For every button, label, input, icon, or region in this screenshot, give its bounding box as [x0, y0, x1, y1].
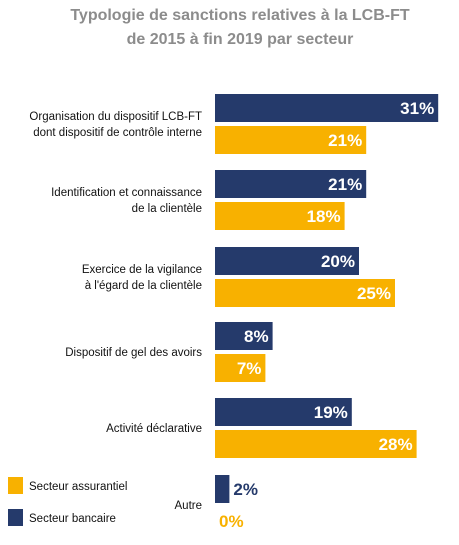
category-label: Autre: [175, 500, 203, 512]
bar: [215, 247, 359, 275]
bar: [215, 475, 230, 503]
data-label: 18%: [307, 207, 341, 226]
data-label: 8%: [244, 327, 269, 346]
data-label: 0%: [219, 512, 244, 531]
legend-swatch: [8, 477, 23, 494]
category-label: Dispositif de gel des avoirs: [65, 347, 202, 359]
category-label: Organisation du dispositif LCB-FT: [29, 111, 202, 123]
bar: [215, 170, 367, 198]
chart-title-line: Typologie de sanctions relatives à la LC…: [70, 7, 410, 24]
category-label: dont dispositif de contrôle interne: [33, 127, 202, 139]
bar: [215, 202, 345, 230]
category-label: à l'égard de la clientèle: [85, 280, 202, 292]
category-label: Identification et connaissance: [51, 187, 202, 199]
chart-title-line: de 2015 à fin 2019 par secteur: [127, 31, 354, 48]
data-label: 21%: [328, 175, 362, 194]
data-label: 31%: [400, 99, 434, 118]
data-label: 7%: [237, 359, 262, 378]
category-label: de la clientèle: [132, 203, 202, 215]
bars: [215, 94, 439, 503]
bar: [215, 430, 417, 458]
bar: [215, 126, 367, 154]
bar: [215, 398, 352, 426]
data-label: 19%: [314, 403, 348, 422]
category-label: Exercice de la vigilance: [82, 264, 202, 276]
data-label: 28%: [379, 435, 413, 454]
legend-label: Secteur bancaire: [29, 513, 116, 525]
legend-label: Secteur assurantiel: [29, 481, 127, 493]
legend: Secteur assurantiel Secteur bancaire: [8, 477, 127, 526]
legend-swatch: [8, 509, 23, 526]
bar: [215, 322, 273, 350]
bar: [215, 94, 439, 122]
chart-title: Typologie de sanctions relatives à la LC…: [70, 7, 410, 48]
bar: [215, 354, 266, 382]
bar: [215, 279, 395, 307]
data-labels: 31% 21% 21% 18% 20%25% 8% 7% 19% 28% 2% 0%: [219, 99, 434, 531]
data-label: 25%: [357, 284, 391, 303]
data-label: 20%: [321, 252, 355, 271]
data-label: 21%: [328, 131, 362, 150]
data-label: 2%: [233, 480, 258, 499]
category-labels: Organisation du dispositif LCB-FT dont di…: [29, 111, 202, 512]
category-label: Activité déclarative: [106, 423, 202, 435]
